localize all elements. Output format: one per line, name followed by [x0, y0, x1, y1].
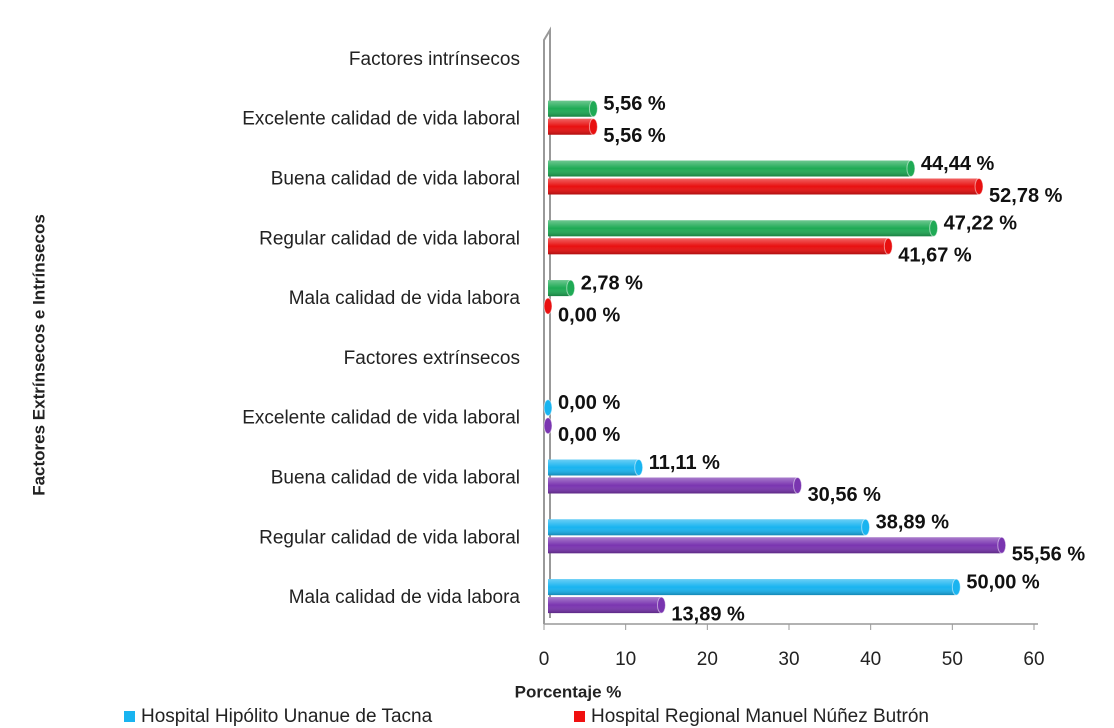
legend-swatch [124, 711, 135, 722]
bar-part [861, 518, 871, 536]
bar [548, 459, 644, 476]
bar-part [548, 537, 1002, 554]
bar-part [634, 459, 644, 476]
bar-part [548, 220, 934, 237]
y-tick-label: Mala calidad de vida labora [289, 587, 521, 608]
y-tick-label: Excelente calidad de vida laboral [242, 109, 520, 130]
bar-part [951, 578, 961, 596]
value-label: 50,00 % [966, 571, 1040, 593]
value-label: 41,67 % [898, 245, 972, 267]
y-tick-label: Buena calidad de vida laboral [271, 169, 520, 190]
bar [543, 399, 553, 417]
legend-label: Hospital Regional Manuel Núñez Butrón [591, 706, 929, 727]
bar [548, 219, 939, 237]
bar [548, 596, 666, 614]
value-label: 2,78 % [581, 272, 643, 294]
bar-part [588, 100, 598, 118]
value-label: 52,78 % [989, 185, 1063, 207]
value-label: 0,00 % [558, 424, 620, 446]
y-tick-label: Regular calidad de vida laboral [259, 527, 520, 548]
y-tick-label: Excelente calidad de vida laboral [242, 408, 520, 429]
value-label: 13,89 % [671, 603, 745, 625]
bar-part [566, 279, 576, 297]
bar-part [883, 237, 893, 255]
bar [543, 417, 553, 435]
bar-part [548, 238, 889, 255]
legend-label: Hospital Hipólito Unanue de Tacna [141, 706, 433, 727]
x-tick-label: 40 [860, 649, 881, 670]
bar-part [543, 399, 553, 417]
bar-part [548, 579, 957, 596]
bar [548, 477, 803, 494]
bar-part [906, 160, 916, 177]
bar-part [548, 519, 866, 536]
bar-part [548, 160, 911, 177]
x-tick-label: 20 [697, 649, 718, 670]
bar [548, 118, 598, 136]
bar [543, 297, 553, 315]
value-label: 44,44 % [921, 153, 995, 175]
bar [548, 578, 961, 596]
value-label: 38,89 % [876, 512, 950, 534]
value-label: 0,00 % [558, 304, 620, 326]
bar-part [588, 118, 598, 136]
bar [548, 279, 576, 297]
x-tick-label: 50 [942, 649, 963, 670]
bar [548, 536, 1007, 554]
legend-swatch [574, 711, 585, 722]
bar-part [548, 477, 798, 494]
bar-part [929, 219, 939, 237]
bar [548, 160, 916, 177]
x-axis-title: Porcentaje % [515, 682, 622, 701]
x-tick-label: 0 [539, 649, 550, 670]
bar-part [543, 417, 553, 435]
bar-part [548, 459, 639, 476]
bar-part [997, 536, 1007, 554]
bar [548, 237, 893, 255]
bar-part [548, 178, 980, 195]
value-label: 5,56 % [603, 93, 665, 115]
bar-part [548, 118, 594, 135]
bar [548, 178, 984, 195]
value-label: 55,56 % [1012, 544, 1086, 566]
y-tick-label: Mala calidad de vida labora [289, 288, 521, 309]
value-label: 47,22 % [944, 213, 1018, 235]
bar-part [548, 100, 594, 117]
y-tick-label: Buena calidad de vida laboral [271, 468, 520, 489]
bar [548, 518, 871, 536]
bar-part [793, 477, 803, 494]
bar-part [974, 178, 984, 195]
bar-part [548, 280, 571, 297]
y-axis-title: Factores Extrínsecos e Intrínsecos [29, 214, 48, 496]
y-tick-label: Regular calidad de vida laboral [259, 228, 520, 249]
x-tick-label: 10 [615, 649, 636, 670]
bar-part [543, 297, 553, 315]
bar [548, 100, 598, 118]
value-label: 0,00 % [558, 392, 620, 414]
axis-wall [543, 26, 551, 624]
x-tick-label: 30 [778, 649, 799, 670]
value-label: 11,11 % [649, 452, 720, 474]
value-label: 30,56 % [808, 484, 882, 506]
value-label: 5,56 % [603, 125, 665, 147]
y-tick-label: Factores extrínsecos [344, 348, 520, 369]
x-tick-label: 60 [1023, 649, 1044, 670]
y-tick-label: Factores intrínsecos [349, 49, 520, 70]
bar-part [656, 596, 666, 614]
bar-part [548, 597, 662, 614]
